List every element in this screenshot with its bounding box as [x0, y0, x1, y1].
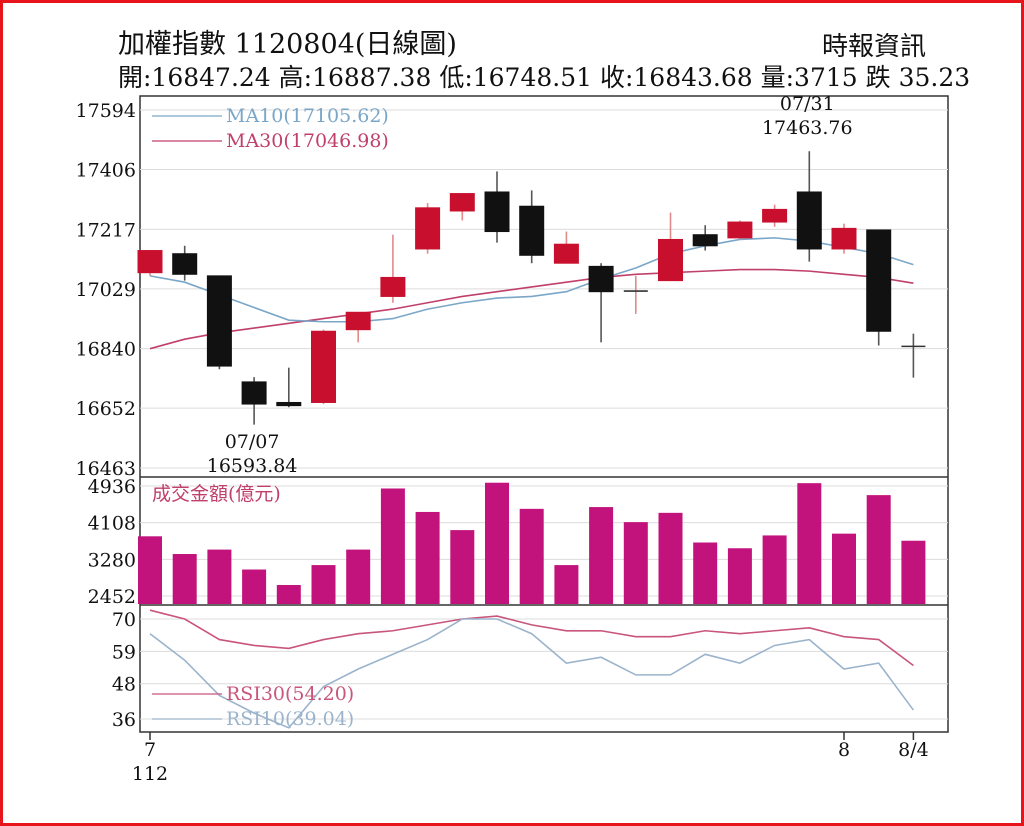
volume-bar [658, 512, 683, 604]
rsi10-line [149, 618, 915, 729]
rsi10-legend-label: RSI10(39.04) [226, 708, 354, 730]
volume-bar [172, 554, 197, 604]
rsi-axis-tick-label: 70 [112, 609, 136, 631]
price-axis-tick-label: 17029 [76, 279, 136, 301]
volume-bar [554, 565, 579, 604]
low-annotation-date: 07/07 [225, 431, 280, 453]
volume-bar [485, 482, 509, 604]
volume-bar [797, 483, 822, 604]
candle-body [311, 330, 336, 403]
candle-body [762, 208, 788, 223]
volume-bar [242, 569, 267, 604]
candle-body [345, 311, 371, 331]
candle-body [137, 250, 163, 274]
volume-bar [866, 495, 891, 604]
candle-body [553, 243, 579, 264]
candle-body [449, 193, 475, 212]
price-axis-tick-label: 16652 [76, 398, 136, 420]
volume-bar [901, 540, 926, 604]
volume-bar [415, 511, 440, 604]
low-annotation-value: 16593.84 [207, 455, 298, 477]
candle-body [241, 381, 267, 405]
volume-bar [832, 533, 856, 604]
x-axis-label: 8/4 [898, 739, 929, 761]
price-axis-tick-label: 16463 [76, 458, 136, 480]
ma30-line [149, 268, 914, 350]
volume-axis-tick-label: 3280 [88, 549, 136, 571]
high-annotation-date: 07/31 [780, 93, 835, 115]
volume-axis-tick-label: 4936 [88, 476, 136, 498]
volume-bar [207, 549, 232, 604]
rsi-axis-tick-label: 59 [112, 641, 136, 663]
x-axis-label: 8 [838, 739, 850, 761]
rsi-axis-tick-label: 36 [112, 709, 136, 731]
candle-body [380, 276, 406, 297]
candle-body [588, 265, 614, 293]
candle-body [727, 221, 753, 239]
rsi-axis-tick-label: 48 [112, 674, 136, 696]
price-axis-tick-label: 16840 [76, 339, 136, 361]
volume-bar [589, 507, 614, 604]
candle-body [796, 191, 822, 250]
volume-bar [311, 565, 336, 604]
chart-title: 加權指數 1120804(日線圖) [118, 29, 457, 60]
rsi30-line [149, 609, 914, 667]
candle-body [692, 234, 718, 247]
volume-bar [693, 542, 718, 604]
candle-body [519, 205, 545, 256]
price-axis-tick-label: 17406 [76, 160, 136, 182]
x-axis-label: 112 [132, 763, 168, 785]
plot-border [139, 95, 949, 733]
ma10-legend-label: MA10(17105.62) [226, 105, 389, 127]
candle-body [484, 191, 510, 233]
volume-bar [450, 530, 475, 604]
rsi30-legend-label: RSI30(54.20) [226, 683, 354, 705]
volume-bar [276, 585, 301, 604]
volume-bar [346, 549, 371, 604]
volume-bar [519, 508, 544, 604]
ohlc-summary: 開:16847.24 高:16887.38 低:16748.51 收:16843… [118, 63, 971, 92]
high-annotation-value: 17463.76 [762, 117, 853, 139]
candle-body [206, 275, 232, 367]
price-axis-tick-label: 17594 [76, 100, 136, 122]
volume-bar [762, 535, 787, 604]
source-label: 時報資訊 [822, 32, 927, 62]
volume-axis-tick-label: 4108 [88, 513, 136, 535]
candle-body [415, 207, 441, 250]
volume-bar [623, 522, 648, 604]
ma10-line [149, 237, 914, 323]
candle-body [276, 401, 302, 407]
volume-bar [727, 548, 752, 604]
volume-bar [380, 488, 405, 604]
candle-body [831, 227, 857, 250]
volume-axis-tick-label: 2452 [88, 586, 136, 608]
ma30-legend-label: MA30(17046.98) [226, 130, 389, 152]
volume-bar [138, 536, 162, 604]
candle-body [658, 238, 683, 282]
volume-panel-label: 成交金額(億元) [152, 483, 281, 505]
candle-body [866, 229, 892, 332]
x-axis-label: 7 [144, 739, 156, 761]
price-axis-tick-label: 17217 [76, 219, 136, 241]
candle-body [172, 253, 198, 275]
